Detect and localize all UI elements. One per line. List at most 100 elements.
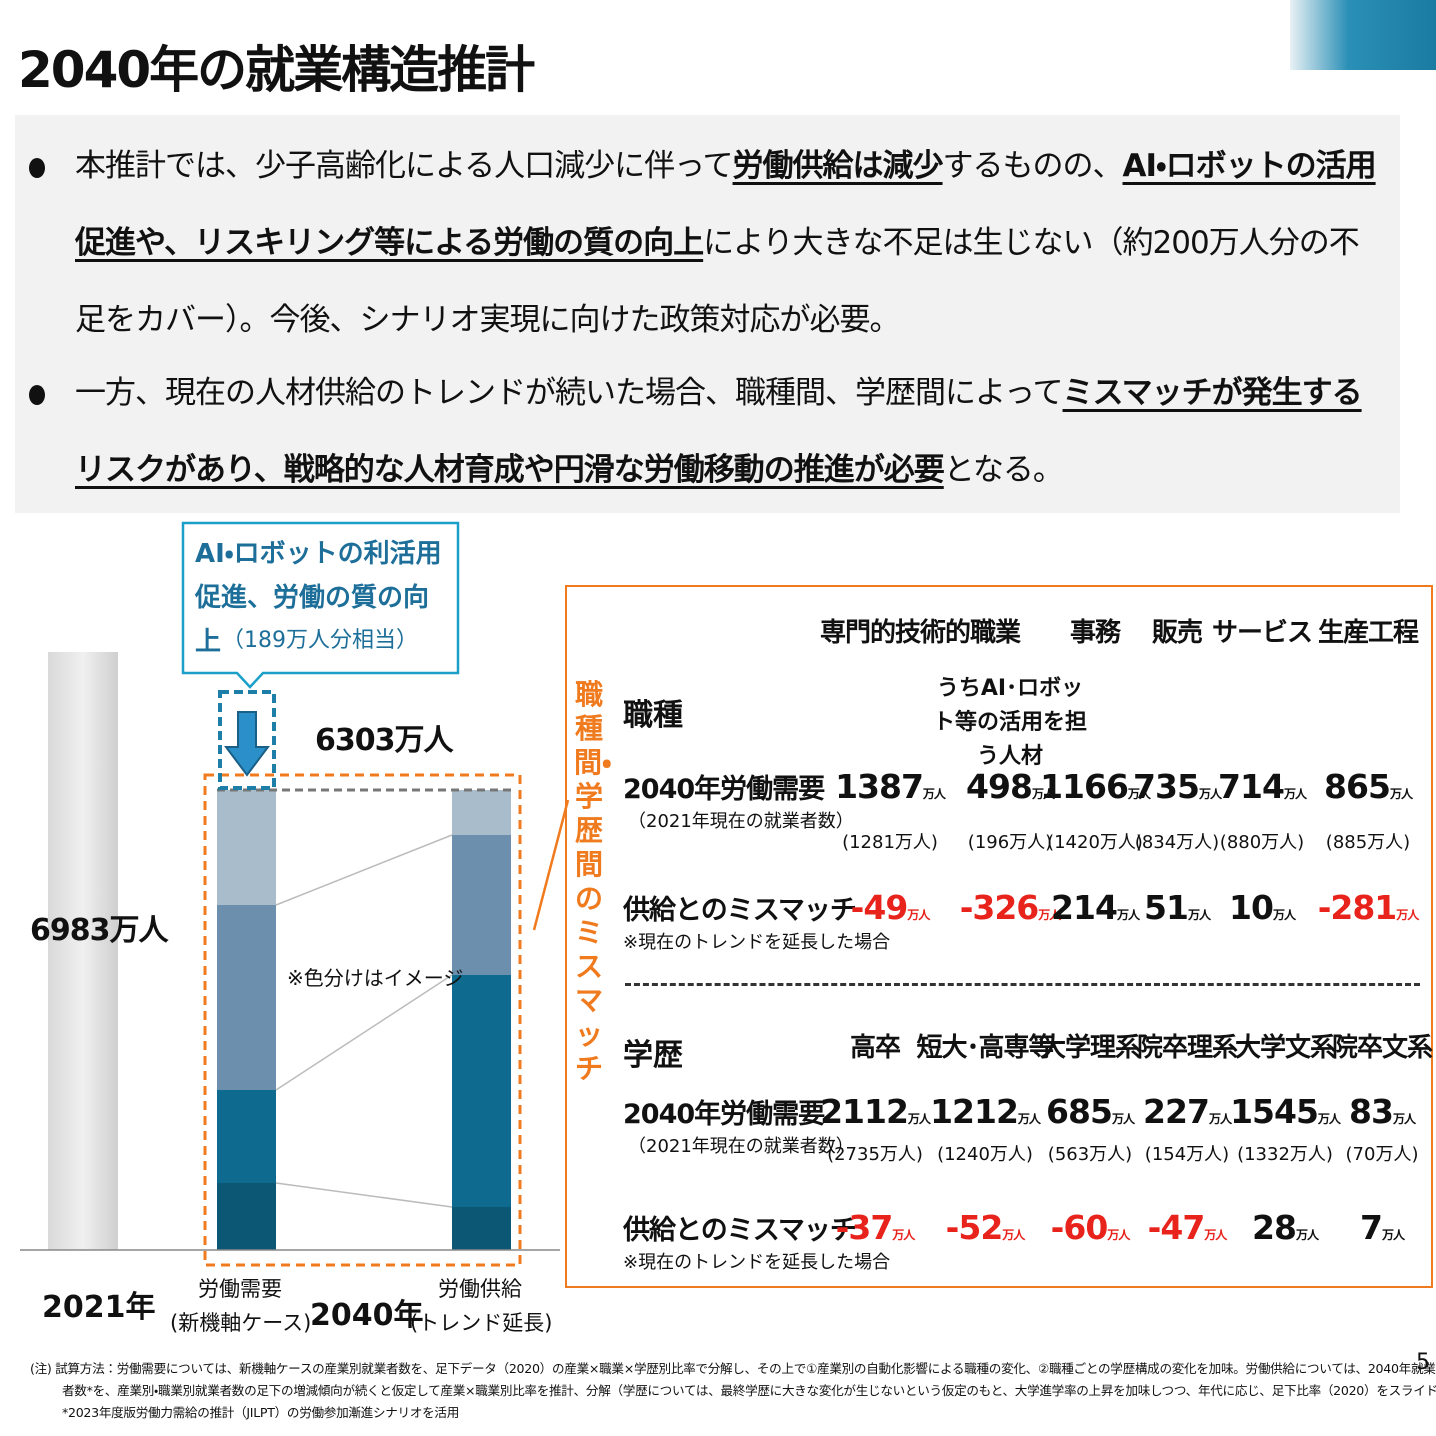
text: 者数*を、産業別・職業別就業者数の足下の増減傾向が続くと仮定して産業×職業別比率… xyxy=(62,1383,1436,1398)
panel-title: 職種間・学歴間のミスマッチ xyxy=(574,678,612,1085)
demand-value: 1387万人 xyxy=(820,767,960,806)
mismatch-value: 214万人 xyxy=(1025,888,1165,927)
column-header: 大学理系 xyxy=(1039,1033,1141,1063)
row-label: 供給とのミスマッチ xyxy=(623,1215,857,1246)
row-note: （2021年現在の就業者数） xyxy=(628,811,854,832)
text: により大きな不足は生じない（約200万人分の不足をカバー）。今後、シナリオ実現に… xyxy=(75,225,1360,338)
value: 498 xyxy=(966,767,1033,806)
note: ※色分けはイメージ xyxy=(287,966,464,990)
text: 労働需要 xyxy=(198,1277,282,1301)
bullet: 本推計では、少子高齢化による人口減少に伴って労働供給は減少するものの、AI・ロボ… xyxy=(29,128,1385,359)
value: -60 xyxy=(1050,1208,1109,1247)
connectors xyxy=(275,834,453,1208)
unit: 万人 xyxy=(1038,908,1061,922)
bar-2021 xyxy=(48,652,118,1250)
corner-band xyxy=(1290,0,1436,70)
unit: 万人 xyxy=(1116,908,1140,922)
callout-box xyxy=(181,521,460,689)
current-value: (885万人) xyxy=(1325,832,1411,853)
emphasis: 労働供給は減少 xyxy=(732,148,944,184)
demand-value: 1212万人 xyxy=(915,1092,1055,1131)
emphasis: AI・ロボットの活用促進や、リスキリング等による労働の質の向上 xyxy=(75,148,1377,261)
value: 714 xyxy=(1218,767,1285,806)
unit: 万人 xyxy=(1381,1228,1405,1242)
column-header: 高卒 xyxy=(849,1033,901,1063)
unit: 万人 xyxy=(1107,1228,1130,1242)
unit: 万人 xyxy=(1127,787,1151,801)
mismatch-value: -281万人 xyxy=(1298,888,1436,927)
summary-box xyxy=(15,115,1400,513)
callout-note: （189万人分相当） xyxy=(222,628,418,653)
bar-segment xyxy=(452,835,511,975)
current-value: (834万人) xyxy=(1134,832,1220,853)
value: 1166 xyxy=(1040,767,1129,806)
unit: 万人 xyxy=(907,1112,931,1126)
bar-segment xyxy=(217,1183,276,1250)
section-header: 学歴 xyxy=(623,1038,683,1073)
row-note: ※現在のトレンドを延長した場合 xyxy=(623,932,891,953)
total-label: 6983万人 xyxy=(30,913,168,948)
value: -49 xyxy=(850,888,909,927)
row-label: 2040年労働需要 xyxy=(623,1099,825,1130)
panel-pointer xyxy=(532,800,570,931)
demand-value: 865万人 xyxy=(1298,767,1436,806)
callout-text: AI・ロボットの利活用促進、労働の質の向上 xyxy=(195,539,442,657)
current-value: (1240万人) xyxy=(937,1144,1033,1165)
mismatch-value: 28万人 xyxy=(1215,1208,1355,1247)
column-header: 事務 xyxy=(1069,618,1121,648)
bullet: 一方、現在の人材供給のトレンドが続いた場合、職種間、学歴間によってミスマッチが発… xyxy=(29,355,1385,509)
value: 51 xyxy=(1144,888,1189,927)
value: 1545 xyxy=(1230,1092,1319,1131)
mismatch-value: 10万人 xyxy=(1192,888,1332,927)
title: 2040年の就業構造推計 xyxy=(18,41,535,99)
text: 労働供給 xyxy=(438,1277,522,1301)
bar-segment xyxy=(217,790,276,905)
page-number: 5 xyxy=(1416,1350,1430,1375)
emphasis: ミスマッチが発生するリスクがあり、戦略的な人材育成や円滑な労働移動の推進が必要 xyxy=(75,375,1363,488)
value: 865 xyxy=(1324,767,1391,806)
column-header: うちAI･ロボット等の活用を担う人材 xyxy=(932,676,1087,769)
divider xyxy=(625,983,1420,986)
unit: 万人 xyxy=(1272,908,1296,922)
value: 227 xyxy=(1143,1092,1210,1131)
value: -47 xyxy=(1147,1208,1206,1247)
demand-value: 498万人 xyxy=(940,767,1080,806)
column-header: 院卒文系 xyxy=(1331,1033,1433,1063)
column-header: 院卒理系 xyxy=(1136,1033,1238,1063)
text: となる。 xyxy=(943,452,1064,488)
bar-label: 労働供給 (トレンド延長) xyxy=(410,1272,552,1340)
text: *2023年度版労働力需給の推計（JILPT）の労働参加漸進シナリオを活用 xyxy=(62,1405,460,1420)
dashed-frame xyxy=(203,773,522,1267)
demand-value: 1166万人 xyxy=(1025,767,1165,806)
bar-segment xyxy=(217,905,276,1090)
demand-value: 83万人 xyxy=(1312,1092,1436,1131)
unit: 万人 xyxy=(1002,1228,1025,1242)
unit: 万人 xyxy=(1031,787,1055,801)
text: 本推計では、少子高齢化による人口減少に伴って xyxy=(75,148,734,184)
row-label: 供給とのミスマッチ xyxy=(623,895,857,926)
mismatch-panel xyxy=(565,585,1433,1288)
mismatch-value: -326万人 xyxy=(940,888,1080,927)
unit: 万人 xyxy=(1389,787,1413,801)
value: -281 xyxy=(1317,888,1398,927)
unit: 万人 xyxy=(1198,787,1222,801)
current-value: (70万人) xyxy=(1345,1144,1419,1165)
gap-box xyxy=(218,690,276,790)
value: 1212 xyxy=(930,1092,1019,1131)
bar-segment xyxy=(452,790,511,835)
footnote: (注) 試算方法：労働需要については、新機軸ケースの産業別就業者数を、足下データ… xyxy=(30,1358,1436,1424)
mismatch-value: -37万人 xyxy=(805,1208,945,1247)
current-value: (2735万人) xyxy=(827,1144,923,1165)
value: -326 xyxy=(959,888,1040,927)
current-value: (1332万人) xyxy=(1237,1144,1333,1165)
value: 1387 xyxy=(835,767,924,806)
demand-value: 685万人 xyxy=(1020,1092,1160,1131)
current-value: (1420万人) xyxy=(1047,832,1143,853)
mismatch-value: -52万人 xyxy=(915,1208,1055,1247)
supply-demand-figure xyxy=(20,521,560,1267)
value: -37 xyxy=(835,1208,894,1247)
mismatch-value: -49万人 xyxy=(820,888,960,927)
current-value: (196万人) xyxy=(967,832,1053,853)
current-value: (880万人) xyxy=(1219,832,1305,853)
demand-value: 1545万人 xyxy=(1215,1092,1355,1131)
